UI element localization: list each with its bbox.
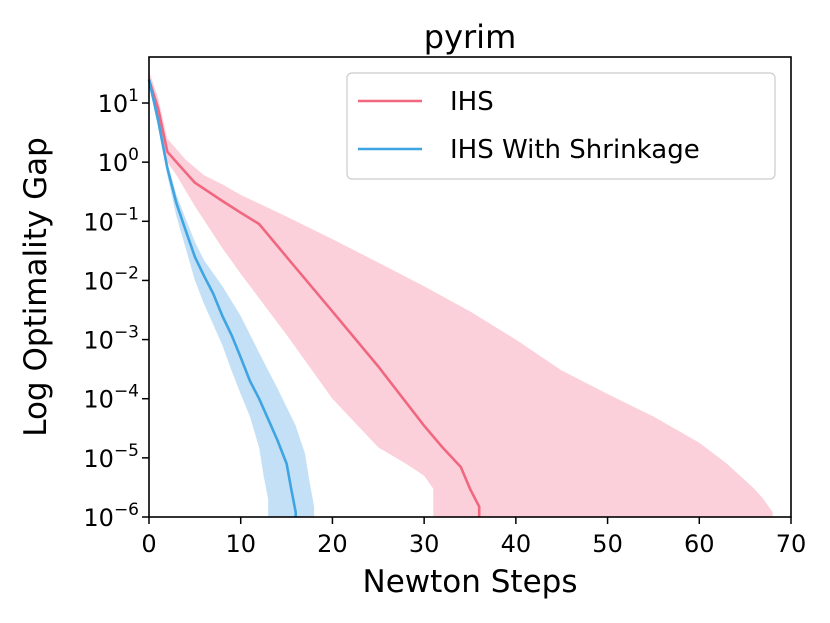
x-tick-label: 0 — [141, 530, 156, 558]
band-ihs — [149, 70, 773, 518]
y-axis-ticks: 101 100 10−1 10−2 10−3 10−4 10−5 10−6 — [83, 86, 149, 532]
y-tick-label: 100 — [98, 145, 139, 177]
series-lines — [147, 79, 481, 517]
x-axis-label: Newton Steps — [363, 564, 578, 600]
plot-frame — [148, 56, 792, 518]
y-tick-label: 101 — [98, 86, 139, 118]
y-tick-label: 10−6 — [83, 500, 139, 532]
x-tick-label: 20 — [317, 530, 348, 558]
legend: IHS IHS With Shrinkage — [346, 72, 776, 180]
x-tick-label: 60 — [684, 530, 715, 558]
x-tick-label: 10 — [225, 530, 256, 558]
confidence-bands — [149, 70, 773, 518]
band-ihs-shrinkage — [149, 74, 315, 518]
x-axis-ticks: 0 10 20 30 40 50 60 70 — [141, 517, 806, 558]
x-tick-label: 40 — [501, 530, 532, 558]
line-ihs — [147, 79, 481, 517]
x-tick-label: 30 — [409, 530, 440, 558]
y-tick-label: 10−5 — [83, 441, 139, 473]
y-tick-label: 10−3 — [83, 323, 139, 355]
y-tick-label: 10−4 — [83, 382, 139, 414]
legend-box — [346, 72, 776, 180]
chart-title: pyrim — [424, 18, 516, 56]
line-ihs-shrinkage — [147, 79, 298, 517]
y-tick-label: 10−2 — [83, 263, 139, 295]
legend-label-ihs: IHS — [450, 87, 494, 117]
x-tick-label: 50 — [592, 530, 623, 558]
y-tick-label: 10−1 — [83, 204, 139, 236]
x-tick-label: 70 — [776, 530, 807, 558]
legend-label-ihs-shrinkage: IHS With Shrinkage — [450, 135, 700, 165]
y-axis-label: Log Optimality Gap — [18, 137, 54, 437]
